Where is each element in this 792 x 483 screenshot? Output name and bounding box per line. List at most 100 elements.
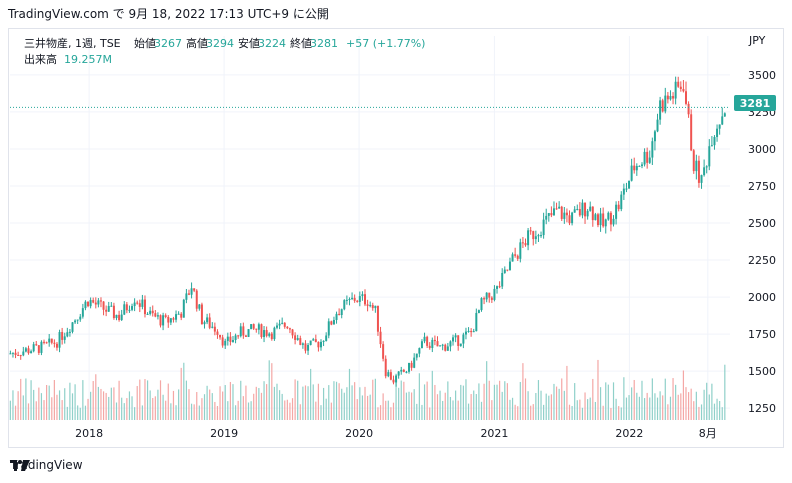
volume-bar: [297, 380, 299, 420]
volume-bar: [628, 395, 630, 420]
time-tick-2020: 2020: [345, 427, 373, 440]
candle-body: [270, 333, 273, 340]
volume-bar: [90, 391, 92, 420]
volume-bar: [680, 393, 682, 420]
price-tick-2750: 2750: [748, 180, 776, 193]
volume-bar: [465, 379, 467, 420]
volume-bar: [711, 383, 713, 420]
candle-body: [516, 255, 519, 259]
candle-body: [428, 345, 431, 348]
candle-body: [459, 343, 462, 346]
volume-bar: [118, 380, 120, 420]
candle-body: [578, 209, 581, 216]
candle-body: [441, 344, 444, 346]
candle-body: [187, 293, 190, 295]
volume-bar: [491, 400, 493, 420]
candle-body: [167, 316, 170, 323]
candle-body: [309, 340, 312, 345]
volume-bar: [537, 380, 540, 420]
volume-bar: [574, 383, 576, 420]
candle-body: [63, 336, 66, 340]
candle-body: [661, 100, 664, 112]
candle-body: [485, 292, 488, 300]
volume-bar: [615, 398, 617, 420]
candle-body: [307, 344, 310, 351]
candle-body: [244, 335, 247, 337]
candle-body: [635, 165, 638, 171]
candle-body: [420, 341, 423, 349]
candle-body: [164, 315, 167, 317]
volume-bar: [444, 392, 446, 420]
volume-bar: [403, 381, 405, 420]
volume-bar: [198, 405, 200, 420]
candle-body: [684, 91, 687, 104]
candle-body: [112, 305, 115, 319]
volume-bar: [154, 396, 156, 420]
candle-body: [53, 342, 56, 344]
volume-bar: [693, 401, 695, 420]
candle-body: [630, 165, 633, 181]
candle-body: [640, 164, 643, 166]
candle-body: [312, 339, 315, 341]
candle-body: [291, 329, 294, 336]
candle-body: [540, 235, 543, 237]
volume-bar: [229, 381, 232, 420]
volume-bar: [677, 394, 679, 420]
candle-body: [257, 324, 260, 330]
candle-body: [433, 339, 436, 342]
volume-bar: [92, 381, 94, 420]
candle-body: [552, 208, 555, 216]
candle-body: [374, 305, 377, 309]
candle-body: [35, 344, 38, 346]
volume-bar: [40, 393, 43, 420]
publish-caption: TradingView.com で 9月 18, 2022 17:13 UTC+…: [8, 7, 329, 21]
candle-body: [679, 86, 682, 89]
volume-bar: [108, 396, 110, 420]
volume-bar: [234, 405, 237, 420]
volume-bar: [651, 378, 653, 420]
candle-body: [304, 343, 307, 351]
candle-body: [400, 369, 403, 372]
volume-bar: [623, 377, 625, 420]
candle-body: [565, 212, 568, 216]
volume-bar: [576, 400, 578, 420]
volume-bar: [395, 373, 397, 420]
candle-body: [576, 209, 579, 211]
candle-body: [591, 206, 594, 221]
candle-body: [656, 119, 659, 132]
tradingview-logo[interactable]: TradingView: [10, 458, 83, 472]
volume-bar: [682, 370, 685, 420]
volume-bar: [366, 395, 369, 420]
volume-bar: [698, 406, 700, 420]
candle-body: [81, 308, 84, 317]
candle-body: [594, 214, 597, 221]
candle-body: [154, 313, 157, 317]
candle-body: [480, 298, 483, 311]
volume-bar: [123, 403, 125, 420]
volume-bar: [206, 385, 208, 420]
candle-body: [247, 329, 250, 337]
candle-body: [299, 338, 302, 345]
candle-body: [387, 372, 390, 377]
candle-body: [607, 212, 610, 220]
candle-body: [234, 335, 237, 341]
candle-body: [508, 261, 511, 271]
volume-bar: [74, 384, 76, 420]
candle-body: [48, 338, 51, 343]
volume-bar: [299, 404, 301, 420]
candle-body: [94, 302, 97, 305]
candle-body: [149, 310, 152, 314]
candle-body: [89, 300, 92, 307]
chart-panel[interactable]: [8, 28, 784, 448]
volume-bar: [496, 384, 498, 420]
volume-bar: [27, 403, 30, 420]
volume-bar: [95, 374, 97, 420]
candle-body: [275, 325, 278, 328]
volume-bar: [418, 373, 420, 420]
volume-bar: [17, 391, 19, 420]
volume-bar: [338, 383, 340, 420]
candle-body: [281, 322, 284, 324]
candle-body: [498, 286, 501, 288]
